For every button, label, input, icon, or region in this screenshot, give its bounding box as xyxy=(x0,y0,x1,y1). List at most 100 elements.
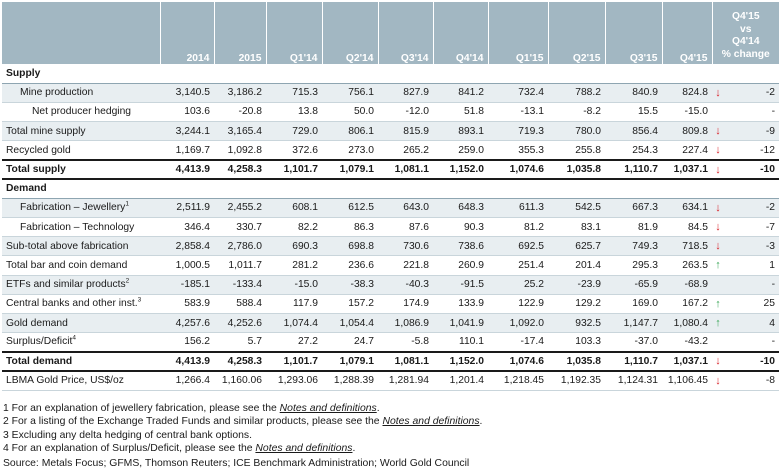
change-cell: 25 xyxy=(728,294,780,314)
table-row: Fabrication – Jewellery1 2,511.9 2,455.2 60… xyxy=(2,198,780,219)
change-cell: 1 xyxy=(728,255,780,276)
section-title: Supply xyxy=(2,64,780,84)
value-cell: 730.6 xyxy=(378,236,433,257)
notes-definitions-link[interactable]: Notes and definitions xyxy=(255,443,353,455)
source-line: Source: Metals Focus; GFMS, Thomson Reut… xyxy=(3,457,470,469)
value-cell: -15.0 xyxy=(662,102,712,123)
change-cell: -8 xyxy=(728,371,780,391)
value-cell: 1,037.1 xyxy=(662,350,712,373)
row-label: Net producer hedging xyxy=(2,102,160,123)
value-cell: 611.3 xyxy=(488,198,548,219)
row-label-text: Surplus/Deficit xyxy=(6,336,73,348)
value-cell: 167.2 xyxy=(662,294,712,314)
value-cell: 718.5 xyxy=(662,236,712,257)
table-row: Net producer hedging 103.6 -20.8 13.8 50.0 -1… xyxy=(2,102,780,123)
change-cell: -10 xyxy=(728,158,780,181)
value-cell: 201.4 xyxy=(548,255,605,276)
change-cell: - xyxy=(728,332,780,353)
footnote: 4 For an explanation of Surplus/Deficit,… xyxy=(3,442,482,455)
value-cell: 1,035.8 xyxy=(548,158,605,181)
value-cell: 87.6 xyxy=(378,217,433,238)
value-cell: -43.2 xyxy=(662,332,712,353)
table-body: Supply Mine production 3,140.5 3,186.2 715.3… xyxy=(2,64,780,391)
value-cell: 648.3 xyxy=(433,198,488,219)
value-cell: 117.9 xyxy=(266,294,322,314)
no-trend-cell xyxy=(712,332,728,353)
change-cell: -7 xyxy=(728,217,780,238)
value-cell: 50.0 xyxy=(322,102,378,123)
value-cell: 15.5 xyxy=(605,102,662,123)
change-cell: -10 xyxy=(728,350,780,373)
value-cell: 583.9 xyxy=(160,294,214,314)
red-down-arrow-icon: ↓ xyxy=(712,371,728,391)
row-label: Central banks and other inst.3 xyxy=(2,294,160,314)
column-header: Q3'14 xyxy=(378,2,434,64)
value-cell: 295.3 xyxy=(605,255,662,276)
value-cell: 1,266.4 xyxy=(160,371,214,391)
value-cell: 156.2 xyxy=(160,332,214,353)
value-cell: 643.0 xyxy=(378,198,433,219)
value-cell: -15.0 xyxy=(266,275,322,295)
no-trend-cell xyxy=(712,275,728,295)
footnote-end: . xyxy=(376,403,380,414)
value-cell: 227.4 xyxy=(662,140,712,161)
row-label: Sub-total above fabrication xyxy=(2,236,160,257)
column-header: 2014 xyxy=(160,2,215,64)
value-cell: 1,092.0 xyxy=(488,313,548,334)
value-cell: 4,258.3 xyxy=(214,158,266,181)
value-cell: 281.2 xyxy=(266,255,322,276)
change-cell: - xyxy=(728,102,780,123)
row-label-text: ETFs and similar products xyxy=(6,279,126,291)
table-row: Sub-total above fabrication 2,858.4 2,786.… xyxy=(2,236,780,257)
value-cell: 4,413.9 xyxy=(160,158,214,181)
change-cell: 4 xyxy=(728,313,780,334)
value-cell: -12.0 xyxy=(378,102,433,123)
value-cell: 893.1 xyxy=(433,121,488,142)
value-cell: 1,152.0 xyxy=(433,350,488,373)
table-row: Surplus/Deficit4 156.2 5.7 27.2 24.7 -5.8 110.… xyxy=(2,332,780,353)
value-cell: 133.9 xyxy=(433,294,488,314)
value-cell: 690.3 xyxy=(266,236,322,257)
value-cell: 809.8 xyxy=(662,121,712,142)
column-header: Q4'14 xyxy=(433,2,489,64)
row-label-text: Fabrication – Technology xyxy=(20,221,135,233)
no-trend-cell xyxy=(712,102,728,123)
value-cell: 1,081.1 xyxy=(378,158,433,181)
value-cell: -13.1 xyxy=(488,102,548,123)
change-cell: -2 xyxy=(728,83,780,103)
value-cell: 1,288.39 xyxy=(322,371,378,391)
row-label-text: Mine production xyxy=(20,87,94,99)
notes-definitions-link[interactable]: Notes and definitions xyxy=(279,403,377,414)
value-cell: 1,081.1 xyxy=(378,350,433,373)
value-cell: 103.3 xyxy=(548,332,605,353)
value-cell: 1,041.9 xyxy=(433,313,488,334)
column-header: Q2'15 xyxy=(548,2,606,64)
value-cell: 1,092.8 xyxy=(214,140,266,161)
value-cell: 1,054.4 xyxy=(322,313,378,334)
value-cell: 1,106.45 xyxy=(662,371,712,391)
header-label-cell xyxy=(2,2,161,64)
value-cell: 236.6 xyxy=(322,255,378,276)
total-row: Total demand 4,413.9 4,258.3 1,101.7 1,079.1… xyxy=(2,350,780,373)
value-cell: 1,160.06 xyxy=(214,371,266,391)
value-cell: 84.5 xyxy=(662,217,712,238)
footnote-end: . xyxy=(479,416,483,428)
row-label-text: Total demand xyxy=(6,355,73,367)
value-cell: -40.3 xyxy=(378,275,433,295)
value-cell: 51.8 xyxy=(433,102,488,123)
red-down-arrow-icon: ↓ xyxy=(712,140,728,161)
column-header: Q1'15 xyxy=(488,2,549,64)
value-cell: 1,147.7 xyxy=(605,313,662,334)
column-header: Q1'14 xyxy=(266,2,323,64)
row-label: Fabrication – Technology xyxy=(2,217,160,238)
value-cell: 634.1 xyxy=(662,198,712,219)
value-cell: 1,079.1 xyxy=(322,350,378,373)
value-cell: 260.9 xyxy=(433,255,488,276)
row-label: Total mine supply xyxy=(2,121,160,142)
notes-definitions-link[interactable]: Notes and definitions xyxy=(382,416,480,428)
value-cell: 625.7 xyxy=(548,236,605,257)
table-row: Central banks and other inst.3 583.9 588.4… xyxy=(2,294,780,314)
red-down-arrow-icon: ↓ xyxy=(712,121,728,142)
footnote-end: . xyxy=(352,443,356,455)
